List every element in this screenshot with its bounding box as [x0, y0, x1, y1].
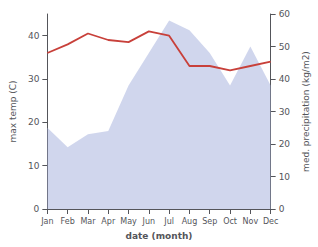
svg-text:max temp (C): max temp (C) — [8, 80, 18, 142]
svg-text:10: 10 — [279, 172, 291, 182]
svg-text:Feb: Feb — [61, 217, 75, 226]
svg-text:20: 20 — [28, 117, 40, 127]
svg-text:Dec: Dec — [263, 217, 278, 226]
svg-text:0: 0 — [34, 204, 40, 214]
svg-text:med. precipitation (kg/m2): med. precipitation (kg/m2) — [301, 51, 311, 172]
svg-text:30: 30 — [28, 74, 40, 84]
svg-text:Apr: Apr — [101, 217, 116, 226]
svg-text:date (month): date (month) — [126, 231, 193, 241]
svg-text:Jul: Jul — [163, 217, 174, 226]
svg-text:Mar: Mar — [80, 217, 96, 226]
svg-text:Aug: Aug — [182, 217, 198, 226]
svg-text:40: 40 — [28, 31, 40, 41]
svg-text:30: 30 — [279, 107, 291, 117]
svg-text:Jan: Jan — [40, 217, 53, 226]
svg-text:40: 40 — [279, 74, 291, 84]
svg-text:Nov: Nov — [243, 217, 259, 226]
svg-text:50: 50 — [279, 42, 291, 52]
svg-text:20: 20 — [279, 139, 291, 149]
svg-text:Jun: Jun — [142, 217, 156, 226]
svg-text:Oct: Oct — [223, 217, 237, 226]
svg-text:0: 0 — [279, 204, 285, 214]
svg-text:60: 60 — [279, 9, 291, 19]
svg-text:10: 10 — [28, 161, 40, 171]
svg-text:Sep: Sep — [202, 217, 217, 226]
svg-text:May: May — [120, 217, 137, 226]
